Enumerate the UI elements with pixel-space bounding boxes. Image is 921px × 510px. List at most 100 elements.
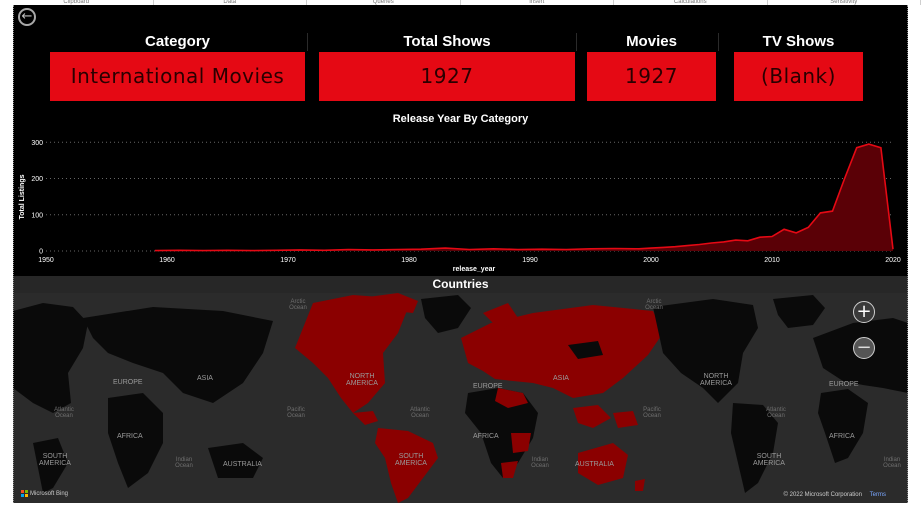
highlight-country (501, 461, 518, 478)
card-title-movies: Movies (626, 33, 677, 50)
card-value-movies: 1927 (587, 52, 716, 101)
ribbon-item[interactable]: Calculations (614, 0, 768, 5)
release-year-area-chart[interactable]: 0 100 200 300 1950 1960 1970 1980 1990 2000 2010 2… (13, 125, 908, 275)
y-axis-label: Total Listings (19, 174, 26, 219)
map-label-south-america: SOUTH AMERICA (753, 453, 785, 467)
x-tick-label: 1960 (159, 257, 175, 264)
terms-link[interactable]: Terms (869, 492, 886, 498)
map-label-south-america: SOUTH AMERICA (395, 453, 427, 467)
x-axis-ticks: 1950 1960 1970 1980 1990 2000 2010 2020 (38, 257, 901, 264)
chart-title: Release Year By Category (392, 113, 529, 125)
map-label-asia: ASIA (197, 375, 213, 382)
map-label-europe: EUROPE (113, 379, 143, 386)
land-shape (33, 438, 68, 493)
card-title-tv-shows: TV Shows (762, 33, 835, 50)
highlight-country (613, 411, 638, 428)
map-label-atlantic-ocean: Atlantic Ocean (54, 407, 74, 419)
map-title: Countries (13, 276, 908, 293)
map-label-africa: AFRICA (117, 433, 143, 440)
top-ribbon: Clipboard Data Queries Insert Calculatio… (0, 0, 921, 5)
land-shape (773, 295, 825, 328)
ribbon-item[interactable]: Data (154, 0, 307, 5)
map-label-atlantic-ocean: Atlantic Ocean (766, 407, 786, 419)
report-canvas: ← Category International Movies Total Sh… (13, 5, 908, 503)
card-value-tv-shows: (Blank) (734, 52, 863, 101)
x-tick-label: 1980 (401, 257, 417, 264)
map-label-europe: EUROPE (829, 381, 859, 388)
land-shape (818, 389, 868, 463)
highlight-country (368, 293, 418, 313)
zoom-in-button[interactable]: + (853, 301, 875, 323)
y-tick-label: 200 (31, 176, 43, 183)
y-tick-label: 0 (39, 249, 43, 256)
x-tick-label: 2000 (643, 257, 659, 264)
y-axis-ticks: 0 100 200 300 (31, 140, 43, 256)
bing-attribution: Microsoft Bing (21, 490, 68, 497)
area-series (154, 144, 893, 251)
highlight-country (375, 428, 438, 503)
card-divider (307, 33, 308, 51)
x-tick-label: 2020 (885, 257, 901, 264)
highlight-country (573, 405, 611, 428)
card-value-category: International Movies (50, 52, 305, 101)
map-label-australia: AUSTRALIA (223, 461, 262, 468)
map-label-south-america: SOUTH AMERICA (39, 453, 71, 467)
map-label-north-america: NORTH AMERICA (346, 373, 378, 387)
y-tick-label: 100 (31, 212, 43, 219)
land-shape (653, 299, 758, 403)
land-shape (13, 303, 88, 413)
highlight-country (635, 479, 645, 491)
map-label-indian-ocean: Indian Ocean (175, 457, 193, 469)
line-series (154, 143, 894, 252)
card-divider (576, 33, 577, 51)
card-title-category: Category (144, 33, 211, 50)
land-shape (465, 388, 538, 478)
zoom-out-button[interactable]: − (853, 337, 875, 359)
map-label-pacific-ocean: Pacific Ocean (643, 407, 661, 419)
land-shape (568, 341, 603, 359)
map-label-asia: ASIA (553, 375, 569, 382)
ribbon-item[interactable]: Insert (461, 0, 614, 5)
highlight-country (511, 433, 531, 453)
card-title-total-shows: Total Shows (403, 33, 491, 50)
land-shape (83, 307, 273, 403)
map-label-north-america: NORTH AMERICA (700, 373, 732, 387)
x-tick-label: 1950 (38, 257, 54, 264)
land-shape (208, 443, 263, 478)
map-label-africa: AFRICA (829, 433, 855, 440)
x-tick-label: 2010 (764, 257, 780, 264)
highlight-country (295, 295, 408, 413)
card-value-total-shows: 1927 (319, 52, 575, 101)
land-shape (108, 393, 163, 488)
map-label-arctic-ocean: Arctic Ocean (289, 299, 307, 311)
card-divider (718, 33, 719, 51)
map-copyright: © 2022 Microsoft Corporation Terms (784, 492, 886, 498)
map-label-atlantic-ocean: Atlantic Ocean (410, 407, 430, 419)
land-shape (731, 403, 778, 493)
ribbon-item[interactable]: Queries (307, 0, 461, 5)
map-label-pacific-ocean: Pacific Ocean (287, 407, 305, 419)
map-label-arctic-ocean: Arctic Ocean (645, 299, 663, 311)
highlight-country (495, 388, 528, 408)
chart-gridlines (46, 141, 893, 252)
highlight-country (483, 303, 518, 331)
x-tick-label: 1970 (280, 257, 296, 264)
map-label-australia: AUSTRALIA (575, 461, 614, 468)
bing-attribution-text: Microsoft Bing (30, 490, 69, 497)
copyright-text: © 2022 Microsoft Corporation (783, 492, 862, 498)
ribbon-item[interactable]: Clipboard (0, 0, 154, 5)
countries-map[interactable]: EUROPE ASIA AFRICA AUSTRALIA SOUTH AMERI… (13, 293, 908, 503)
back-arrow-icon[interactable]: ← (18, 8, 36, 26)
highlight-country (461, 305, 663, 398)
y-tick-label: 300 (31, 140, 43, 147)
land-shape (421, 295, 471, 333)
microsoft-logo-icon (21, 490, 28, 497)
x-axis-label: release_year (453, 266, 496, 273)
map-label-africa: AFRICA (473, 433, 499, 440)
x-tick-label: 1990 (522, 257, 538, 264)
map-label-indian-ocean: Indian Ocean (531, 457, 549, 469)
highlight-country (353, 411, 378, 425)
highlight-country (578, 443, 628, 485)
map-label-europe: EUROPE (473, 383, 503, 390)
world-map-shapes (13, 293, 908, 503)
